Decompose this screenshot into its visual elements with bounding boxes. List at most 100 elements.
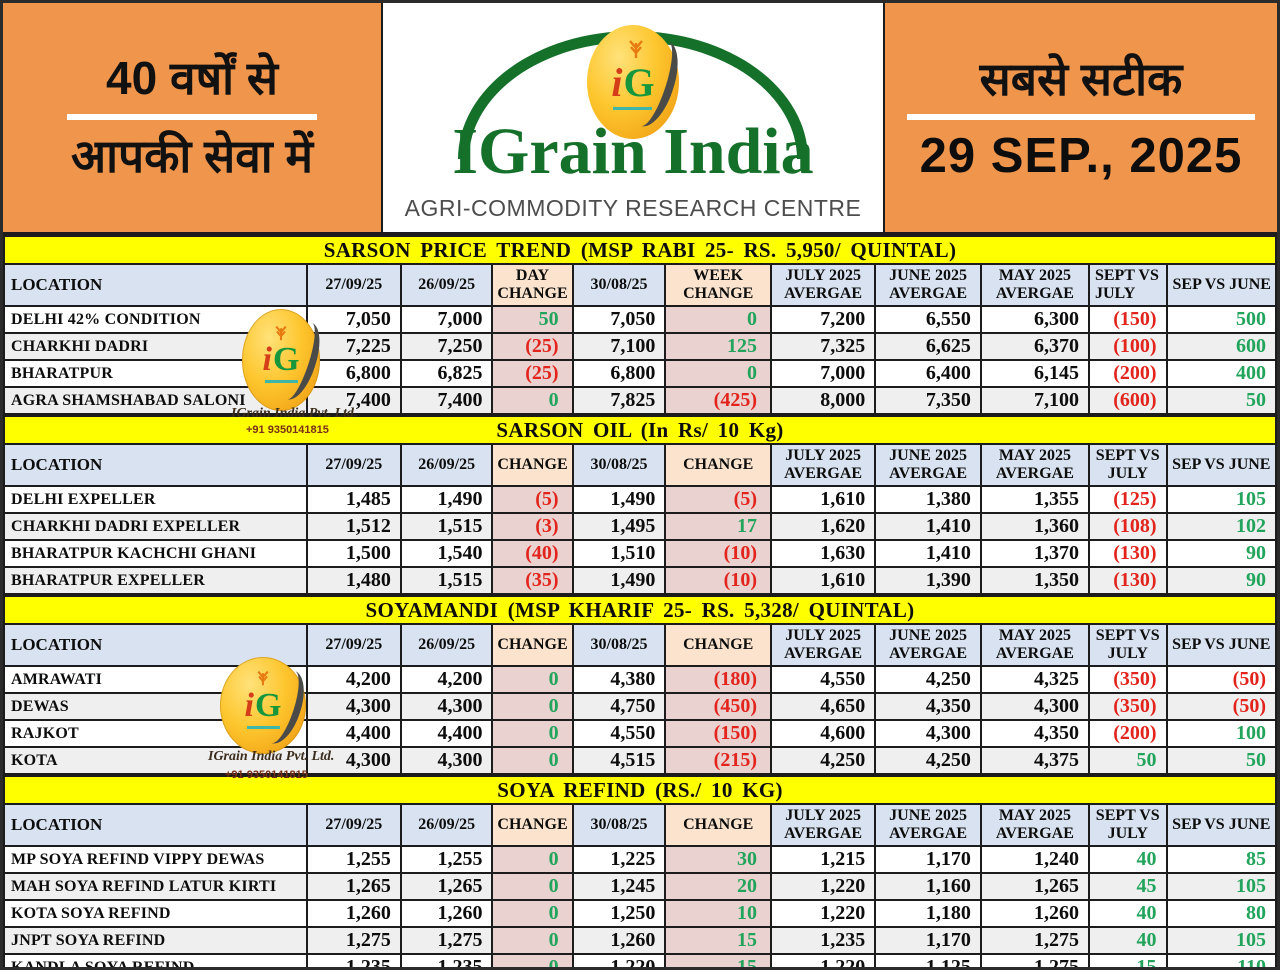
location-cell: MP SOYA REFIND VIPPY DEWAS bbox=[3, 845, 308, 874]
column-header: 26/09/25 bbox=[399, 623, 494, 667]
price-cell: 4,300 bbox=[399, 746, 494, 775]
price-cell: 1,235 bbox=[769, 926, 877, 955]
location-cell: RAJKOT bbox=[3, 719, 308, 748]
change-cell: 0 bbox=[491, 899, 574, 928]
column-header: 30/08/25 bbox=[571, 263, 667, 307]
price-cell: 7,350 bbox=[874, 386, 982, 415]
change-cell: (10) bbox=[664, 566, 772, 595]
price-cell: 1,275 bbox=[305, 926, 402, 955]
change-cell: (125) bbox=[1087, 485, 1168, 514]
price-cell: 1,485 bbox=[305, 485, 402, 514]
price-cell: 1,495 bbox=[571, 512, 667, 541]
change-cell: 85 bbox=[1165, 845, 1277, 874]
location-cell: CHARKHI DADRI EXPELLER bbox=[3, 512, 308, 541]
column-header: CHANGE bbox=[664, 803, 772, 847]
change-cell: (3) bbox=[491, 512, 574, 541]
price-cell: 1,610 bbox=[769, 566, 877, 595]
report-date: 29 SEP., 2025 bbox=[919, 129, 1243, 184]
price-cell: 4,300 bbox=[305, 746, 402, 775]
price-cell: 4,600 bbox=[769, 719, 877, 748]
change-cell: (10) bbox=[664, 539, 772, 568]
table-row: DEWAS 4,300 4,300 0 4,750 (450) 4,650 4,350 4,30… bbox=[3, 692, 1277, 721]
header-row: LOCATION 27/09/25 26/09/25 CHANGE 30/08/25 CH… bbox=[3, 803, 1277, 847]
change-cell: (150) bbox=[1087, 305, 1168, 334]
price-cell: 4,350 bbox=[874, 692, 982, 721]
price-cell: 6,625 bbox=[874, 332, 982, 361]
header-row: LOCATION 27/09/25 26/09/25 DAY CHANGE 30/08/… bbox=[3, 263, 1277, 307]
price-cell: 1,480 bbox=[305, 566, 402, 595]
sarson-price-trend-table: SARSON PRICE TREND (MSP RABI 25- RS. 5,9… bbox=[3, 235, 1277, 415]
price-cell: 4,400 bbox=[305, 719, 402, 748]
change-cell: 600 bbox=[1165, 332, 1277, 361]
price-cell: 1,380 bbox=[874, 485, 982, 514]
change-cell: 45 bbox=[1087, 872, 1168, 901]
price-cell: 4,750 bbox=[571, 692, 667, 721]
price-cell: 4,250 bbox=[874, 746, 982, 775]
masthead: 40 वर्षों से आपकी सेवा में iG IGrain Ind… bbox=[3, 3, 1277, 235]
table-row: DELHI EXPELLER 1,485 1,490 (5) 1,490 (5) 1,610… bbox=[3, 485, 1277, 514]
column-header: 30/08/25 bbox=[571, 443, 667, 487]
column-header: SEPT VS JULY bbox=[1087, 443, 1168, 487]
column-header: SEP VS JUNE bbox=[1165, 443, 1277, 487]
tagline-panel: 40 वर्षों से आपकी सेवा में bbox=[3, 3, 383, 232]
price-cell: 1,255 bbox=[305, 845, 402, 874]
tagline-divider bbox=[67, 113, 317, 120]
column-header: LOCATION bbox=[3, 263, 308, 307]
column-header: JUNE 2025 AVERGAE bbox=[874, 443, 982, 487]
column-header: 27/09/25 bbox=[305, 623, 402, 667]
change-cell: 50 bbox=[1165, 386, 1277, 415]
change-cell: (150) bbox=[664, 719, 772, 748]
price-cell: 6,300 bbox=[979, 305, 1090, 334]
change-cell: 0 bbox=[491, 845, 574, 874]
change-cell: (5) bbox=[491, 485, 574, 514]
price-cell: 7,400 bbox=[305, 386, 402, 415]
change-cell: (350) bbox=[1087, 692, 1168, 721]
price-cell: 6,800 bbox=[305, 359, 402, 388]
price-cell: 1,540 bbox=[399, 539, 494, 568]
price-cell: 1,160 bbox=[874, 872, 982, 901]
location-cell: JNPT SOYA REFIND bbox=[3, 926, 308, 955]
price-cell: 1,360 bbox=[979, 512, 1090, 541]
price-cell: 1,490 bbox=[571, 566, 667, 595]
price-cell: 7,100 bbox=[979, 386, 1090, 415]
slogan-divider bbox=[907, 114, 1255, 121]
price-cell: 6,370 bbox=[979, 332, 1090, 361]
table-row: MAH SOYA REFIND LATUR KIRTI 1,265 1,265 0 1,… bbox=[3, 872, 1277, 901]
column-header: MAY 2025 AVERGAE bbox=[979, 443, 1090, 487]
column-header: 26/09/25 bbox=[399, 443, 494, 487]
change-cell: 105 bbox=[1165, 485, 1277, 514]
price-cell: 4,515 bbox=[571, 746, 667, 775]
price-cell: 1,510 bbox=[571, 539, 667, 568]
table-row: KOTA SOYA REFIND 1,260 1,260 0 1,250 10 1,220 1… bbox=[3, 899, 1277, 928]
column-header: LOCATION bbox=[3, 623, 308, 667]
price-cell: 1,515 bbox=[399, 512, 494, 541]
brand-panel: iG IGrain India AGRI-COMMODITY RESEARCH … bbox=[383, 3, 883, 232]
price-cell: 1,275 bbox=[979, 953, 1090, 967]
logo-monogram: iG bbox=[611, 59, 655, 110]
change-cell: (180) bbox=[664, 665, 772, 694]
price-cell: 1,410 bbox=[874, 512, 982, 541]
table-row: CHARKHI DADRI 7,225 7,250 (25) 7,100 125 7,325… bbox=[3, 332, 1277, 361]
price-cell: 4,650 bbox=[769, 692, 877, 721]
price-cell: 1,170 bbox=[874, 926, 982, 955]
price-cell: 1,240 bbox=[979, 845, 1090, 874]
price-cell: 1,512 bbox=[305, 512, 402, 541]
change-cell: 15 bbox=[1087, 953, 1168, 967]
change-cell: (50) bbox=[1165, 692, 1277, 721]
column-header: JUNE 2025 AVERGAE bbox=[874, 623, 982, 667]
change-cell: 90 bbox=[1165, 566, 1277, 595]
price-cell: 1,410 bbox=[874, 539, 982, 568]
change-cell: (450) bbox=[664, 692, 772, 721]
location-cell: BHARATPUR KACHCHI GHANI bbox=[3, 539, 308, 568]
price-cell: 4,325 bbox=[979, 665, 1090, 694]
column-header: MAY 2025 AVERGAE bbox=[979, 803, 1090, 847]
price-cell: 7,400 bbox=[399, 386, 494, 415]
tagline-line2: आपकी सेवा में bbox=[70, 129, 314, 182]
price-cell: 1,260 bbox=[399, 899, 494, 928]
change-cell: (200) bbox=[1087, 719, 1168, 748]
price-cell: 7,000 bbox=[399, 305, 494, 334]
table-row: KANDLA SOYA REFIND 1,235 1,235 0 1,220 15 1,22… bbox=[3, 953, 1277, 967]
header-row: LOCATION 27/09/25 26/09/25 CHANGE 30/08/25 CH… bbox=[3, 443, 1277, 487]
price-cell: 1,490 bbox=[399, 485, 494, 514]
